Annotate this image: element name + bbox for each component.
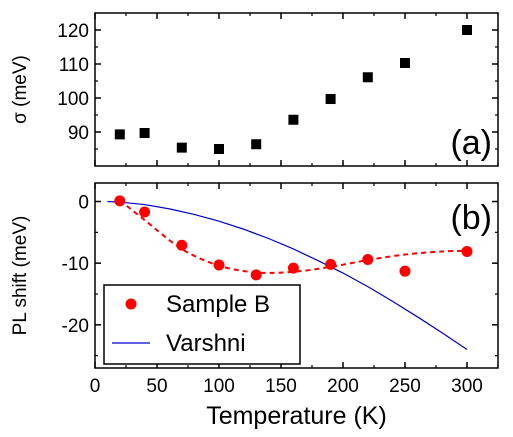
sample-b-point [114,195,126,207]
sigma-point [251,139,262,150]
sigma-point [288,114,299,125]
legend-box [103,284,301,365]
panel-a-y-tick-label: 90 [68,123,89,144]
sample-b-point [139,206,151,218]
panel-a-ticks: 90 100 110 120 [57,13,499,166]
x-tick-label: 0 [90,376,101,397]
panel-b-y-tick-label: 0 [78,193,89,214]
legend-label-sample-b: Sample B [166,291,270,318]
sample-b-point [176,239,188,251]
panel-a-y-tick-label: 100 [57,89,89,110]
sigma-point [114,129,125,140]
x-tick-label: 200 [327,376,359,397]
panel-b: PL shift (meV) Temperature (K) (b) 0 -10 -… [10,182,499,430]
sample-b-point [325,258,337,270]
sample-b-point [461,245,473,257]
panel-b-label: (b) [450,199,492,237]
panel-a-y-tick-label: 120 [57,21,89,42]
sigma-point [214,144,224,154]
sigma-point [176,142,187,153]
sample-b-point [213,259,225,271]
panel-b-y-axis-title: PL shift (meV) [10,216,31,336]
fit-dashed-line [119,199,468,274]
x-axis-title: Temperature (K) [206,402,387,430]
panel-a-y-axis-title: σ (meV) [10,55,31,124]
panel-a-y-tick-label: 110 [59,55,89,76]
panel-b-frame [94,182,499,369]
sigma-point [462,25,472,35]
sample-b-point [287,262,299,274]
legend: Sample B Varshni [103,284,301,365]
panel-b-marks [107,195,473,350]
sigma-point [139,128,150,139]
panel-b-ticks: 0 -10 -20 0 50 100 150 200 250 300 [62,183,499,397]
sample-b-point [250,269,262,281]
x-tick-label: 300 [451,376,483,397]
sample-b-point [399,265,411,277]
legend-label-varshni: Varshni [166,330,246,357]
panel-b-y-tick-label: -20 [62,316,89,337]
sigma-point [400,57,410,68]
sample-b-point [362,253,374,265]
panel-b-y-tick-label: -10 [62,254,89,275]
x-tick-label: 150 [265,376,297,397]
sigma-point [325,94,336,105]
panel-a-label: (a) [450,124,492,162]
x-tick-label: 50 [146,376,167,397]
x-tick-label: 100 [203,376,235,397]
panel-a-frame [94,12,499,167]
sigma-point [362,72,373,83]
x-tick-label: 250 [389,376,421,397]
varshni-line [107,200,468,350]
panel-a: σ (meV) (a) 90 100 110 120 [10,12,499,167]
legend-marker-sample-b [125,298,137,310]
panel-a-marks [114,25,472,154]
